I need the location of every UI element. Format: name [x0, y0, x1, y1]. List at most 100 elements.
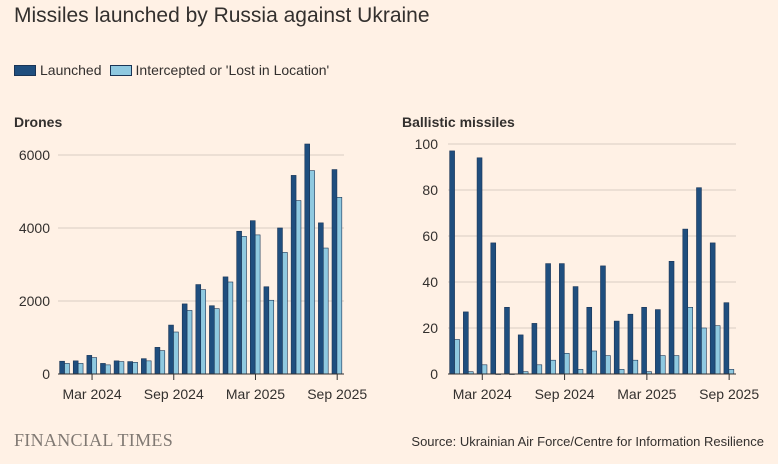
ballistic-bar-intercepted — [618, 369, 625, 375]
drones-bar-intercepted — [241, 236, 247, 375]
drones-bar-intercepted — [132, 362, 138, 375]
ballistic-bar-intercepted — [605, 355, 611, 375]
ballistic-bar-launched — [641, 306, 647, 375]
legend-label-launched: Launched — [40, 62, 102, 78]
ballistic-bar-launched — [627, 313, 634, 375]
drones-bar-intercepted — [64, 363, 70, 375]
drones-bar-launched — [318, 222, 324, 375]
ballistic-bar-intercepted — [728, 369, 735, 375]
ballistic-bar-intercepted — [577, 369, 584, 375]
ballistic-bar-intercepted — [714, 325, 721, 375]
ballistic-y-tick-label: 80 — [422, 182, 438, 198]
ballistic-bar-intercepted — [701, 327, 707, 375]
ballistic-bar-launched — [572, 286, 579, 375]
ballistic-bar-launched — [504, 306, 510, 375]
drones-bar-launched — [236, 230, 242, 375]
ballistic-bar-launched — [668, 260, 675, 375]
ballistic-bar-launched — [655, 309, 661, 375]
ballistic-bar-intercepted — [481, 364, 488, 375]
ballistic-bar-intercepted — [563, 352, 570, 375]
ballistic-bar-launched — [559, 263, 565, 375]
drones-bar-intercepted — [200, 289, 206, 375]
legend-swatch-launched — [14, 64, 36, 76]
drones-bar-intercepted — [268, 299, 275, 375]
ballistic-bar-launched — [682, 228, 689, 375]
ballistic-bar-launched — [600, 265, 606, 375]
drones-bar-launched — [154, 347, 161, 375]
drones-bar-launched — [127, 361, 133, 375]
drones-x-tick-label: Sep 2024 — [144, 386, 204, 402]
drones-bar-launched — [195, 284, 202, 375]
legend-item-launched: Launched — [14, 62, 102, 78]
ballistic-x-tick-label: Mar 2024 — [453, 386, 512, 402]
legend-swatch-intercepted — [109, 64, 132, 76]
drones-bar-launched — [263, 286, 270, 375]
drones-bar-launched — [72, 360, 79, 375]
ballistic-bar-intercepted — [632, 359, 639, 375]
legend-item-intercepted: Intercepted or 'Lost in Location' — [109, 62, 330, 78]
ballistic-y-tick-label: 100 — [415, 136, 439, 152]
drones-bar-launched — [290, 175, 297, 375]
ballistic-x-tick-label: Sep 2024 — [535, 386, 595, 402]
ballistic-bar-launched — [696, 187, 702, 375]
drones-x-tick-label: Mar 2025 — [226, 386, 285, 402]
ballistic-bar-launched — [490, 242, 497, 375]
drones-bar-launched — [168, 324, 174, 375]
drones-bar-launched — [59, 360, 65, 375]
drones-bar-intercepted — [145, 360, 152, 375]
ballistic-bar-intercepted — [659, 355, 666, 375]
drones-y-tick-label: 2000 — [19, 293, 50, 309]
ballistic-panel: Ballistic missiles 0 20 40 60 80 100 Mar 2024 Se… — [402, 114, 759, 402]
ballistic-bar-launched — [545, 263, 551, 375]
drones-bar-launched — [277, 227, 283, 375]
ballistic-bar-launched — [723, 302, 730, 375]
legend: Launched Intercepted or 'Lost in Locatio… — [14, 62, 337, 78]
drones-bar-launched — [100, 363, 106, 375]
ballistic-y-tick-label: 60 — [422, 228, 438, 244]
ballistic-y-tick-label: 40 — [422, 274, 438, 290]
drones-bar-launched — [304, 143, 310, 375]
ballistic-bar-intercepted — [673, 355, 680, 375]
drones-bar-intercepted — [214, 308, 220, 375]
drones-bar-intercepted — [336, 197, 343, 375]
drones-bar-intercepted — [254, 234, 261, 375]
drones-bar-intercepted — [186, 310, 193, 375]
ballistic-x-tick-label: Sep 2025 — [699, 386, 759, 402]
drones-bar-intercepted — [282, 252, 288, 375]
drones-bar-intercepted — [227, 281, 234, 375]
ballistic-x-tick-label: Mar 2025 — [617, 386, 676, 402]
source-note: Source: Ukrainian Air Force/Centre for I… — [411, 434, 764, 449]
drones-y-tick-label: 0 — [42, 366, 50, 382]
drones-panel-title: Drones — [14, 114, 62, 130]
drones-panel: Drones 0 2000 4000 6000 Mar 2024 Sep 2024 Mar 2… — [14, 114, 367, 402]
ballistic-y-tick-label: 0 — [430, 366, 438, 382]
drones-bar-launched — [331, 169, 338, 375]
ballistic-bar-launched — [517, 334, 524, 375]
ballistic-panel-title: Ballistic missiles — [402, 114, 515, 130]
drones-bar-launched — [209, 305, 215, 375]
drones-bar-intercepted — [309, 170, 315, 375]
drones-bar-launched — [222, 276, 229, 375]
ballistic-bar-launched — [463, 311, 469, 375]
ballistic-bar-launched — [586, 306, 593, 375]
drones-x-tick-label: Mar 2024 — [62, 386, 121, 402]
ballistic-bar-intercepted — [550, 359, 556, 375]
ballistic-bar-launched — [449, 150, 455, 375]
drones-bar-launched — [86, 355, 93, 375]
ballistic-bar-intercepted — [454, 339, 460, 375]
ballistic-bar-intercepted — [687, 306, 693, 375]
drones-bar-intercepted — [159, 350, 166, 375]
drones-bar-intercepted — [322, 247, 329, 375]
drones-bar-launched — [141, 358, 147, 375]
drones-bar-intercepted — [173, 331, 179, 375]
drones-x-tick-label: Sep 2025 — [307, 386, 367, 402]
ballistic-bar-launched — [709, 242, 716, 375]
drones-bar-launched — [250, 220, 256, 375]
drones-bar-intercepted — [105, 364, 111, 375]
drones-bar-launched — [113, 360, 120, 375]
ballistic-bar-intercepted — [591, 350, 597, 375]
ballistic-bar-launched — [476, 157, 483, 375]
legend-label-intercepted: Intercepted or 'Lost in Location' — [135, 62, 330, 78]
drones-bar-intercepted — [77, 363, 84, 375]
